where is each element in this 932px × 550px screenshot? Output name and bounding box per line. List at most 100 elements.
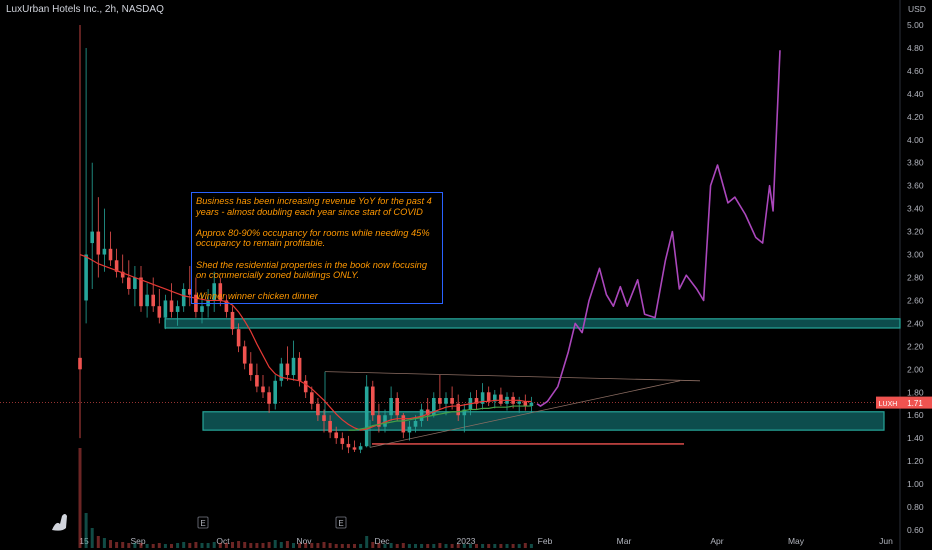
volume-bar (432, 544, 436, 548)
candle-body (407, 426, 412, 433)
candle-body (249, 363, 253, 376)
x-tick-label: Jun (879, 536, 893, 546)
volume-bar (371, 542, 375, 548)
candle-body (450, 398, 454, 404)
candle-body (188, 288, 192, 295)
volume-bar (127, 543, 131, 548)
y-tick-label: 2.40 (907, 318, 924, 328)
volume-bar (365, 536, 369, 548)
volume-bar (395, 544, 399, 548)
projection-path (536, 50, 781, 407)
symbol-tag-label: LUXH (879, 401, 898, 408)
volume-bar (322, 542, 326, 548)
last-price-label: 1.71 (907, 399, 923, 408)
volume-bar (145, 544, 149, 548)
volume-bar (316, 543, 320, 548)
candle-body (389, 398, 393, 416)
candle-body (78, 357, 82, 370)
candle-body (328, 420, 332, 433)
candle-body (364, 386, 369, 447)
candle-body (358, 446, 363, 450)
moving-average-line (79, 253, 532, 431)
volume-bar (462, 544, 466, 548)
candle-body (212, 283, 216, 301)
candle-body (413, 420, 418, 427)
volume-bar (487, 544, 491, 548)
candle-body (90, 231, 94, 244)
earnings-marker (197, 516, 209, 529)
candle-body (425, 409, 430, 416)
volume-bar (279, 542, 283, 548)
symbol-tag (876, 396, 900, 409)
candle-body (340, 438, 345, 444)
volume-bar (529, 544, 533, 548)
volume-bar (426, 544, 430, 548)
candle-body (371, 386, 375, 416)
volume-bar (359, 544, 363, 548)
volume-bar (523, 543, 527, 548)
y-tick-label: 1.20 (907, 456, 924, 466)
candle-body (273, 380, 277, 404)
y-tick-label: 1.00 (907, 479, 924, 489)
candle-body (419, 409, 424, 421)
candle-body (474, 398, 479, 404)
candle-body (432, 398, 436, 416)
volume-bar (346, 544, 350, 548)
x-tick-label: Dec (374, 536, 390, 546)
candle-body (499, 394, 503, 404)
candle-body (96, 231, 101, 255)
candle-body (377, 415, 381, 427)
candle-body (291, 357, 296, 376)
volume-bar (90, 528, 94, 548)
y-tick-label: 1.60 (907, 410, 924, 420)
y-tick-label: 4.00 (907, 135, 924, 145)
volume-bar (505, 544, 509, 548)
volume-bar (285, 541, 289, 548)
volume-bar (377, 543, 381, 548)
x-tick-label: Apr (710, 536, 723, 546)
x-tick-label: Oct (216, 536, 230, 546)
candle-body (102, 248, 107, 255)
candle-body (279, 363, 284, 381)
y-tick-label: 5.00 (907, 20, 924, 30)
volume-bar (310, 543, 314, 548)
annotation-line-3: Shed the residential properties in the b… (196, 259, 428, 281)
volume-bar (182, 542, 186, 548)
volume-bar (475, 544, 478, 548)
candle-body (486, 392, 491, 402)
y-tick-label: 1.40 (907, 433, 924, 443)
volume-bar (420, 544, 424, 548)
last-price-tag (900, 396, 932, 409)
candle-body (242, 346, 247, 364)
volume-bar (273, 540, 277, 548)
candle-body (310, 392, 314, 404)
volume-bar (133, 543, 137, 548)
x-tick-label: 2023 (457, 536, 476, 546)
candle-body (261, 386, 265, 393)
candle-body (127, 277, 131, 289)
x-tick-label: Feb (538, 536, 553, 546)
volume-bar (102, 538, 106, 548)
volume-bar (493, 544, 497, 548)
candle-body (285, 363, 290, 376)
chart-header: LuxUrban Hotels Inc., 2h, NASDAQ (6, 4, 164, 15)
candle-body (108, 248, 113, 261)
candle-body (395, 398, 399, 416)
y-tick-label: 3.40 (907, 204, 924, 214)
candle-body (163, 300, 168, 318)
volume-bar (84, 513, 88, 548)
volume-bar (206, 543, 210, 548)
candle-body (151, 294, 155, 307)
volume-bar (328, 543, 332, 548)
volume-bar (292, 543, 295, 548)
lower-trendline (369, 380, 681, 448)
annotation-box: Business has been increasing revenue YoY… (191, 192, 443, 304)
candle-body (236, 329, 241, 347)
candle-body (230, 311, 235, 330)
candle-body (444, 398, 448, 404)
candle-body (456, 403, 460, 416)
volume-bar (468, 544, 472, 548)
y-tick-label: 0.60 (907, 525, 924, 535)
